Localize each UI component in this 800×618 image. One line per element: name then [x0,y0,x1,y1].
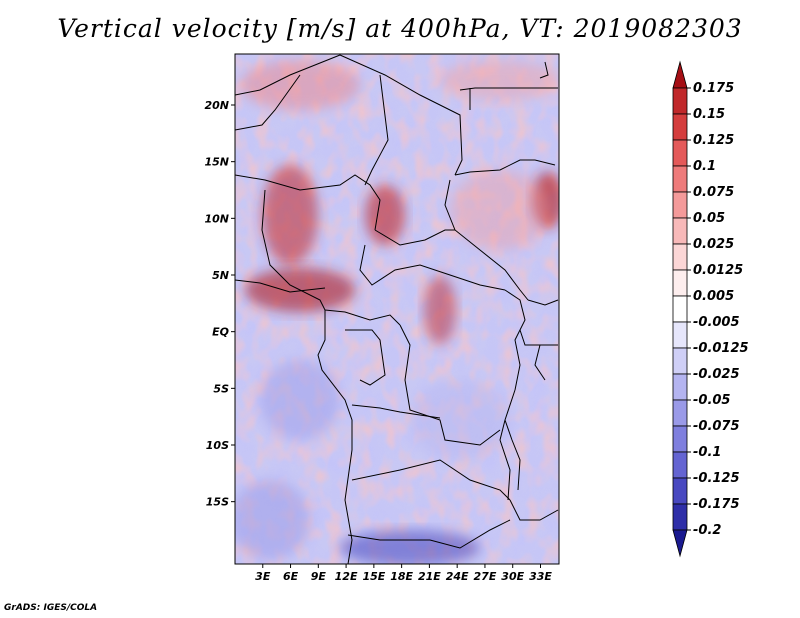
lat-tick-label: 10S [206,439,229,452]
country-borders [235,54,559,564]
colorbar-segment [672,243,688,271]
colorbar-segment [672,399,688,427]
grads-credit: GrADS: IGES/COLA [4,603,98,613]
colorbar-label: -0.005 [693,315,740,330]
colorbar-segment [672,60,688,89]
colorbar-label: -0.175 [693,497,740,512]
lat-tick-label: 15N [204,156,229,169]
colorbar-segment [672,425,688,453]
colorbar-segment [672,321,688,349]
lon-tick-label: 12E [335,570,358,583]
lon-tick-label: 15E [362,570,385,583]
map-frame [234,53,560,565]
colorbar-label: 0.05 [693,211,725,226]
lon-tick-label: 9E [311,570,327,583]
lon-tick-label: 30E [501,570,524,583]
lon-tick-label: 6E [283,570,299,583]
colorbar-segment [672,269,688,297]
colorbar-label: -0.075 [693,419,740,434]
colorbar-segment [672,165,688,193]
colorbar-label: -0.025 [693,367,740,382]
colorbar-segment [672,191,688,219]
colorbar-label: -0.05 [693,393,730,408]
colorbar-segment [672,113,688,141]
lon-tick-label: 27E [474,570,497,583]
colorbar-segment [672,477,688,505]
colorbar-label: 0.005 [693,289,734,304]
colorbar-segment [672,451,688,479]
lon-tick-label: 21E [418,570,441,583]
lon-tick-label: 33E [529,570,552,583]
colorbar: 0.175 0.15 0.125 0.1 0.075 0.05 0.025 0.0125 0.0… [672,60,749,558]
colorbar-segment [672,503,688,531]
lat-tick-label: 5S [213,382,229,395]
colorbar-label: 0.1 [693,159,716,174]
colorbar-label: -0.2 [693,523,721,538]
lon-tick-label: 18E [390,570,413,583]
colorbar-segment [672,295,688,323]
colorbar-label: 0.175 [693,81,734,96]
lat-tick-label: 15S [206,496,229,509]
colorbar-label: 0.025 [693,237,734,252]
velocity-field [235,54,559,564]
colorbar-segment [672,139,688,167]
colorbar-segment [672,373,688,401]
colorbar-segment [672,529,688,558]
lat-tick-label: 5N [212,269,229,282]
colorbar-label: 0.125 [693,133,734,148]
colorbar-label: 0.075 [693,185,734,200]
lon-tick-label: 24E [446,570,469,583]
colorbar-segment [672,87,688,115]
lat-tick-label: 20N [204,99,229,112]
colorbar-label: -0.0125 [693,341,749,356]
latitude-axis: 20N 15N 10N 5N EQ 5S 10S 15S [204,99,235,509]
map-title: Vertical velocity [m/s] at 400hPa, VT: 2… [57,14,743,43]
lon-tick-label: 3E [255,570,271,583]
colorbar-segment [672,347,688,375]
lat-tick-label: 10N [204,212,229,225]
lat-tick-label: EQ [212,326,229,339]
colorbar-label: 0.15 [693,107,725,122]
colorbar-label: 0.0125 [693,263,743,278]
colorbar-label: -0.1 [693,445,721,460]
colorbar-label: -0.125 [693,471,740,486]
colorbar-segment [672,217,688,245]
longitude-axis: 3E 6E 9E 12E 15E 18E 21E 24E 27E 30E 33E [255,564,552,583]
